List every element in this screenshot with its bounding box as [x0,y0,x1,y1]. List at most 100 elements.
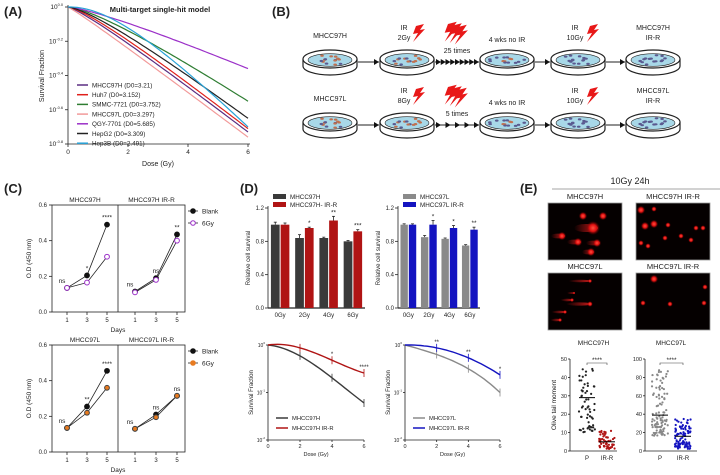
legend-marker [190,208,196,214]
gy6-marker [84,279,90,286]
data-point [662,387,665,391]
arrowhead-icon [545,59,550,65]
comet-head [587,301,593,307]
data-point [590,416,593,419]
panel-label-d: (D) [240,181,258,196]
data-point [588,408,591,411]
cell [324,125,329,128]
series-line [67,6,249,70]
cell [654,54,659,57]
y-tick-label: 100 [633,357,642,363]
cell [513,124,518,127]
cell [563,118,568,121]
data-point [682,417,685,421]
legend-label: SMMC-7721 (D0=3.752) [92,102,161,109]
lightning-icon [587,24,599,42]
x-axis-label: Days [111,327,127,334]
comet-head [665,222,671,228]
cell [563,55,568,58]
comet-head [586,221,600,235]
culture-dish [479,112,535,139]
cell [660,117,664,121]
significance-label: **** [359,365,369,371]
significance-label: ** [84,397,90,404]
bar [329,220,338,308]
bar [270,224,280,308]
x-tick-label: 3 [85,318,89,324]
x-tick-label: 5 [105,458,109,464]
data-point [584,391,587,394]
cell [503,61,507,64]
data-point [658,386,661,389]
y-axis-label: Olive tail moment [551,380,558,430]
result-cell-line: MHCC97L [637,88,670,95]
cell [644,63,649,66]
bar [295,238,304,308]
data-point [666,392,669,395]
cell [319,122,324,126]
data-point [686,447,689,450]
data-point [661,401,664,404]
x-axis-label: Dose (Gy) [142,161,174,168]
data-point [590,392,593,395]
cell [338,125,343,128]
x-tick-label: 3 [154,458,158,464]
cell [516,60,521,63]
data-point [660,395,664,398]
cell [652,60,656,63]
comet-head [649,274,659,284]
data-point [582,427,585,430]
lightning-icon [454,24,468,45]
blank-marker [104,221,110,228]
data-point [682,441,686,444]
data-point [585,398,588,401]
dish-medium [484,116,530,130]
data-point [586,413,589,416]
comet-head [638,240,644,246]
y-tick-label: 0.4 [386,273,395,279]
x-tick-label: 2 [126,149,130,156]
data-point [688,443,691,446]
y-tick-label: 0.2 [39,274,48,280]
data-point [681,425,684,428]
data-point [581,368,584,371]
panel-label-a: (A) [4,4,22,19]
x-tick-label: 5 [175,318,179,324]
data-point [610,445,614,449]
rest-period: 4 wks no IR [489,37,526,44]
cell [663,120,667,123]
cell [394,62,398,65]
gy6-marker [84,409,90,416]
data-point [657,411,660,414]
cell [394,125,398,128]
significance-label: * [86,265,89,272]
cell [324,62,329,65]
survival-curve [267,343,365,374]
comet-head [569,297,575,303]
ir-label: IR [401,88,408,95]
dish-medium [384,116,430,130]
x-axis-label: Dose (Gy) [303,452,328,458]
cell [577,55,582,58]
data-point [611,444,614,447]
panel-label-c: (C) [4,181,22,196]
start-cell-line: MHCC97L [314,96,347,103]
ir-label: IR [401,25,408,32]
y-axis-label: Survival Fraction [39,50,46,102]
cell [329,55,333,58]
culture-dish [625,112,681,139]
data-point [591,424,595,427]
plot-frame [51,344,186,453]
legend-label: 6Gy [202,360,215,367]
data-point [657,369,661,372]
y-tick-label: 10-1 [394,389,403,397]
y-tick-label: 10-0.2 [49,36,63,45]
panel-e-comet-assay: 10Gy 24h MHCC97H MHCC97H IR-R MHCC97L MHCC97… [547,176,720,462]
cell [413,117,418,120]
arrowhead-icon [374,59,379,65]
data-point [682,431,685,434]
series-line [67,6,249,119]
data-point [593,402,596,406]
cell [568,54,573,57]
